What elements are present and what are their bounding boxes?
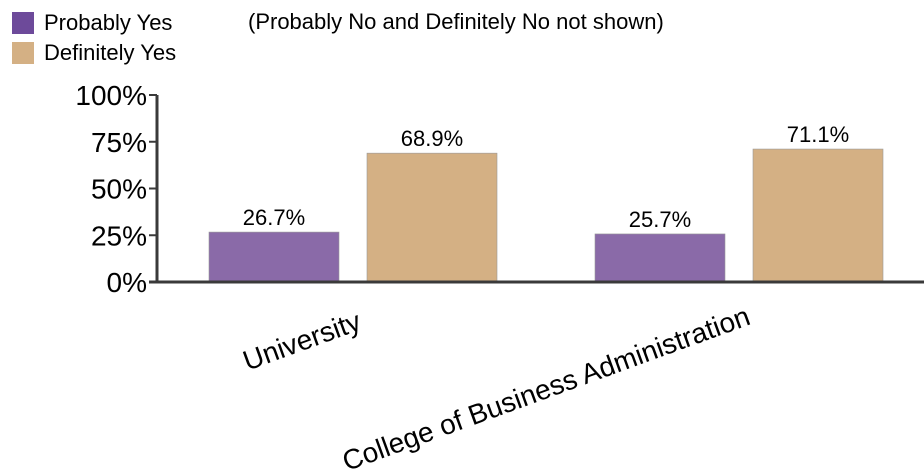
- bar-probably-yes-1: [594, 233, 726, 283]
- y-tick-label: 25%: [91, 220, 147, 251]
- data-label: 71.1%: [787, 122, 849, 147]
- legend-swatch-probably-yes: [12, 12, 34, 34]
- x-tick-label: University: [239, 305, 365, 376]
- bar-definitely-yes-0: [366, 152, 498, 283]
- legend-swatch-definitely-yes: [12, 42, 34, 64]
- data-label: 26.7%: [243, 205, 305, 230]
- y-tick-label: 0%: [107, 267, 147, 298]
- y-tick-label: 50%: [91, 174, 147, 205]
- x-tick-label: College of Business Administration: [338, 300, 754, 473]
- legend-item-definitely-yes: Definitely Yes: [12, 38, 176, 68]
- data-label: 68.9%: [401, 126, 463, 151]
- y-tick-label: 100%: [75, 80, 147, 111]
- chart-note: (Probably No and Definitely No not shown…: [248, 9, 664, 34]
- data-label: 25.7%: [629, 207, 691, 232]
- bar-probably-yes-0: [208, 231, 340, 283]
- legend-label-probably-yes: Probably Yes: [44, 10, 173, 35]
- legend-label-definitely-yes: Definitely Yes: [44, 40, 177, 65]
- y-tick-label: 75%: [91, 127, 147, 158]
- legend: Probably Yes Definitely Yes: [12, 8, 176, 68]
- bar-definitely-yes-1: [752, 148, 884, 283]
- legend-item-probably-yes: Probably Yes: [12, 8, 176, 38]
